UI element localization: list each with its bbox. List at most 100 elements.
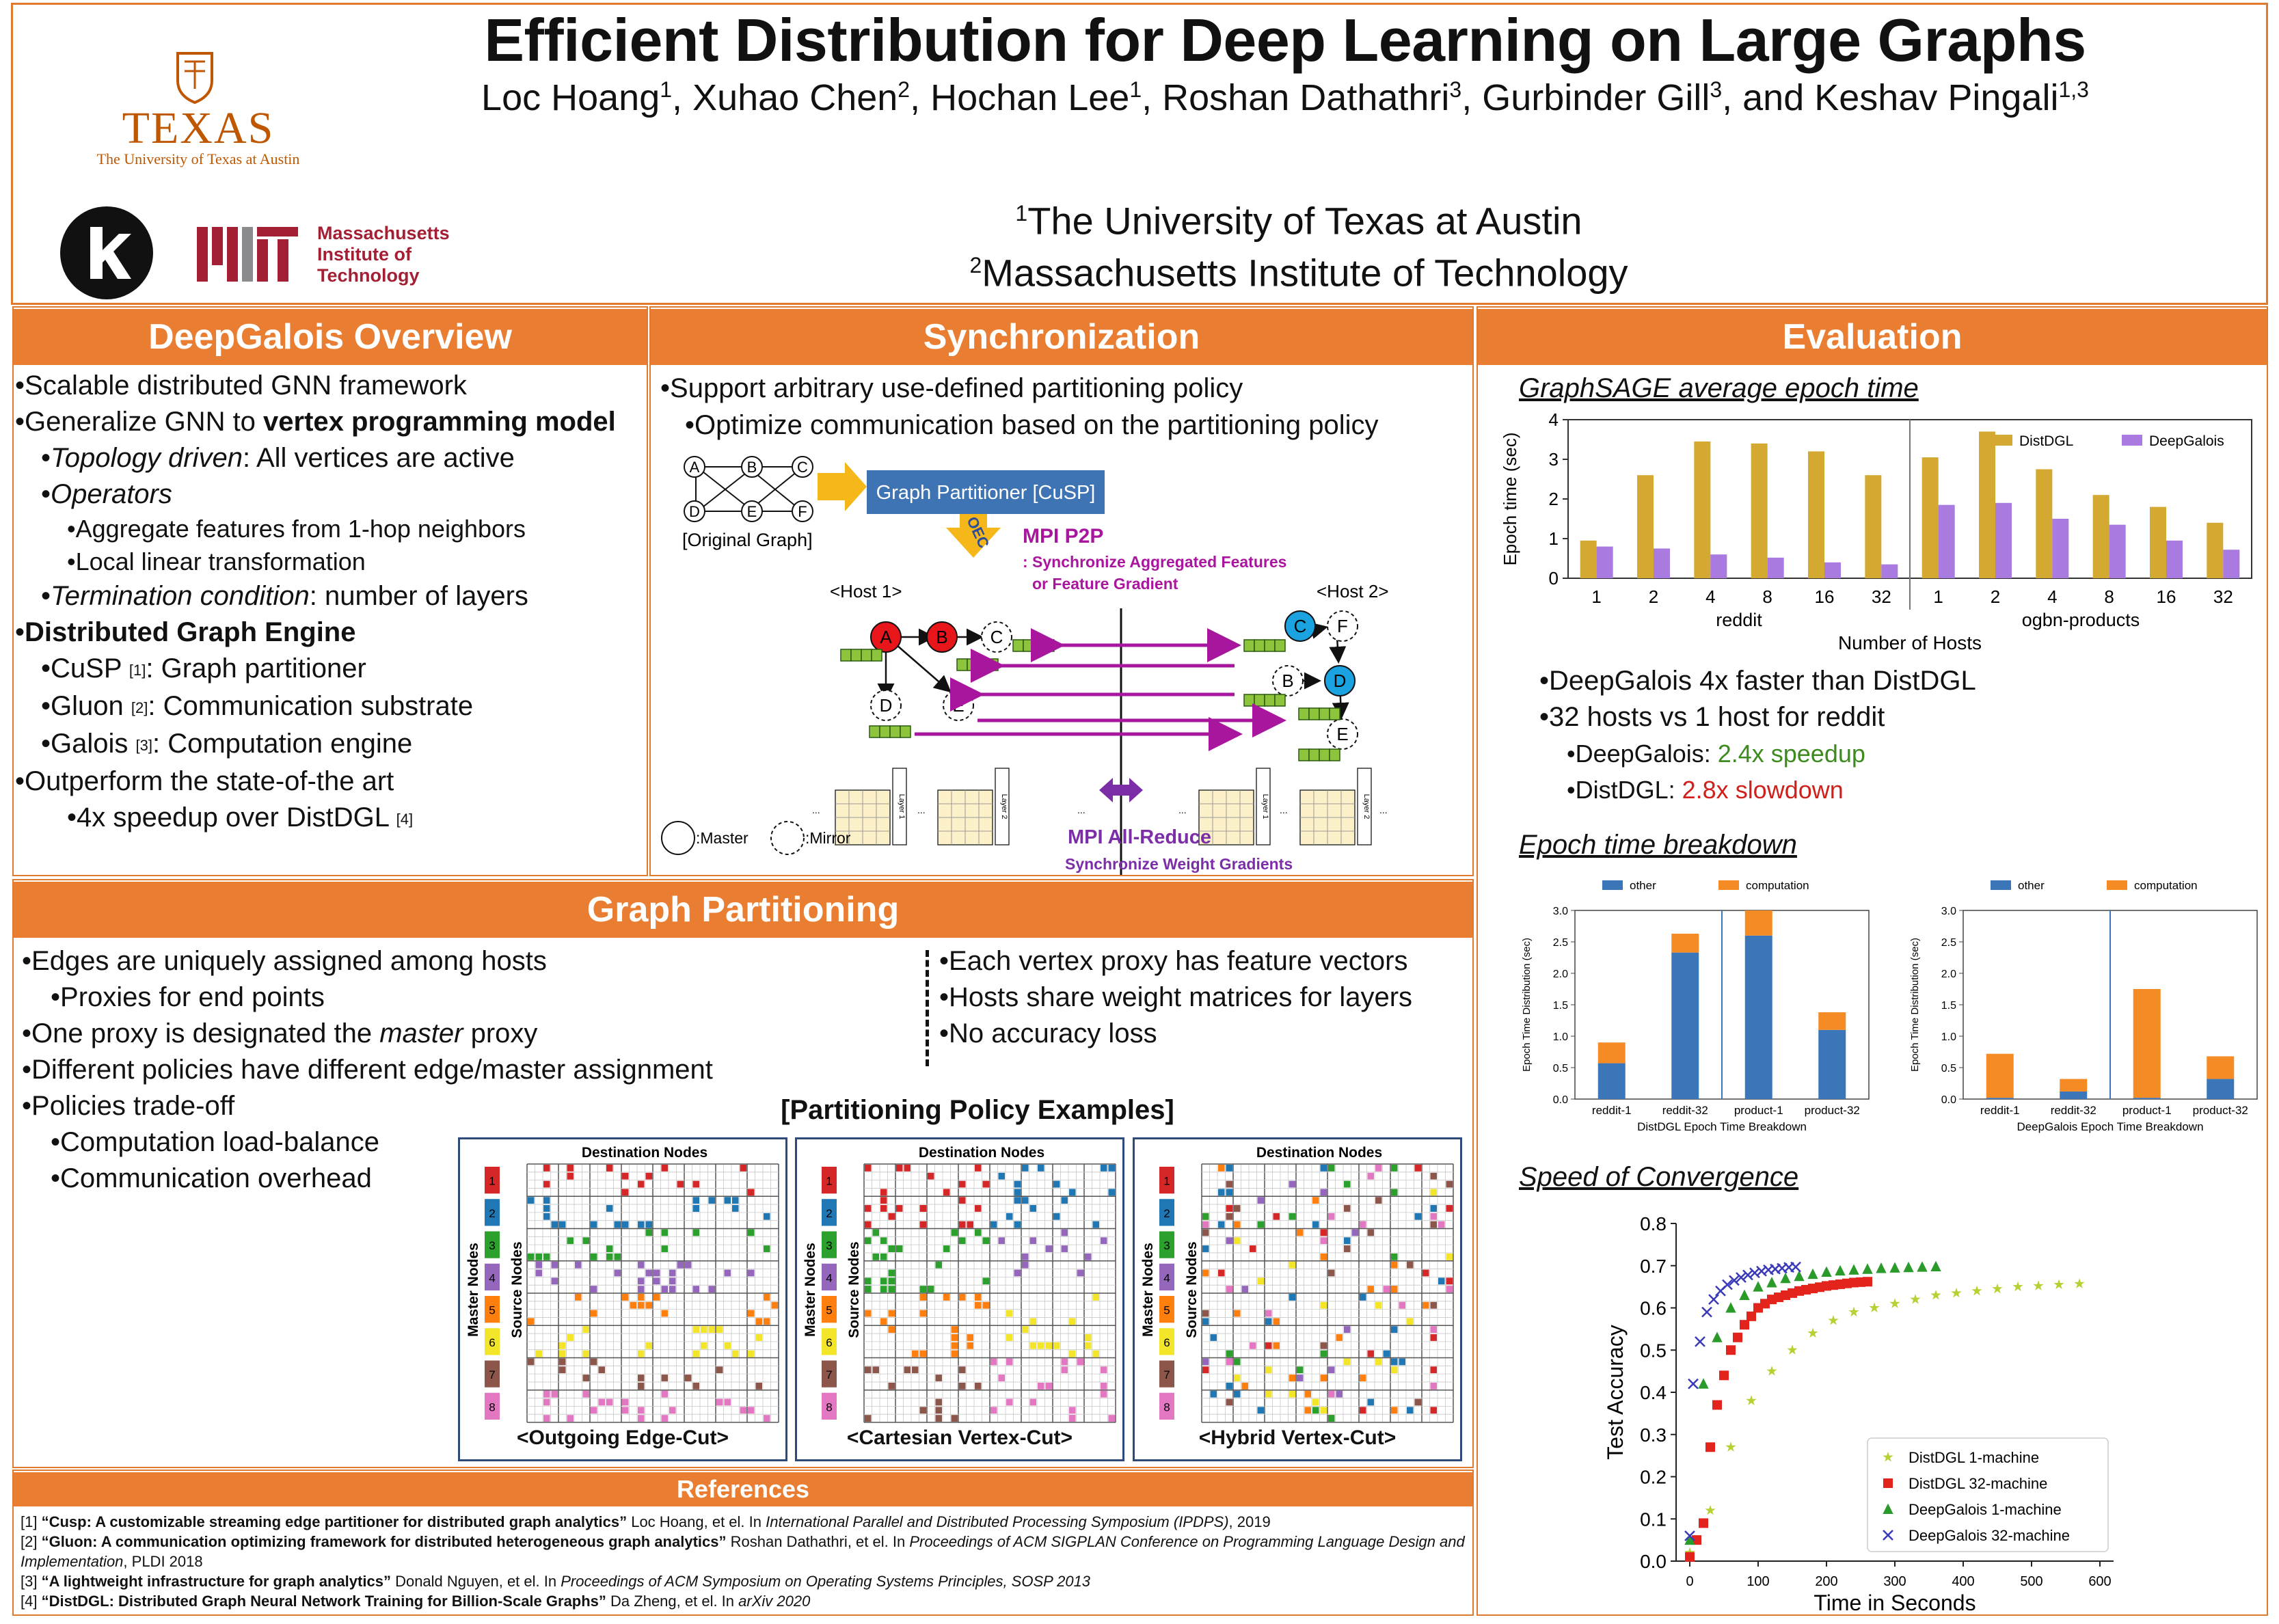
host-color-swatch [822, 1328, 837, 1355]
bar-deepgalois [1995, 502, 2012, 578]
reference-v: arXiv 2020 [738, 1593, 811, 1610]
host-color-swatch [1159, 1392, 1174, 1420]
bar-deepgalois [1824, 562, 1841, 578]
master-nodes-label: Master Nodes [1140, 1243, 1156, 1337]
host-color-swatch [485, 1263, 500, 1290]
bar-deepgalois [1767, 557, 1784, 578]
bar-computation [1744, 910, 1772, 936]
p2p-desc: or Feature Gradient [1032, 575, 1178, 593]
epoch-time-chart: 0 1 2 3 4 Epoch time (sec) 1 2 4 8 16 32 1 2 4 8 16 32 red… [1500, 409, 2252, 653]
y-tick-label: 0.6 [1640, 1298, 1667, 1319]
matrix-grid [1201, 1163, 1454, 1423]
author-affil-number: 1 [1129, 77, 1142, 102]
data-point [1688, 1378, 1699, 1390]
host-number: 6 [489, 1336, 495, 1349]
data-point [1807, 1268, 1818, 1280]
author-separator: , [672, 77, 693, 118]
data-point [1736, 1272, 1747, 1283]
policy-matrix: Destination Nodes Master Nodes Source Node… [803, 1145, 1116, 1423]
reference-list: [1] “Cusp: A customizable streaming edge… [21, 1512, 1465, 1611]
bar-computation [1671, 934, 1699, 953]
allreduce-desc: Synchronize Weight Gradients [1065, 855, 1293, 873]
bar-computation [2133, 989, 2161, 1098]
sync-bullet: •Support arbitrary use-defined partition… [660, 373, 1243, 403]
bar-distdgl [1921, 457, 1939, 578]
sync-bullet: •Optimize communication based on the par… [685, 410, 1379, 440]
author-name: Keshav Pingali [1814, 77, 2059, 118]
original-graph: A B C D E F [Original Graph] [682, 456, 813, 550]
x-tick-label: product-1 [1734, 1104, 1783, 1117]
node-label: E [1336, 724, 1348, 744]
y-tick-label: 0.0 [1640, 1551, 1667, 1572]
reference-y: , 2019 [1228, 1513, 1271, 1530]
y-tick-label: 0.5 [1941, 1063, 1956, 1074]
host-number: 7 [826, 1368, 832, 1381]
policy-matrix: Destination Nodes Master Nodes Source Node… [1140, 1145, 1454, 1423]
bar-deepgalois [2052, 519, 2069, 578]
x-tick-label: 1 [1933, 586, 1943, 607]
host1-label: <Host 1> [830, 581, 902, 601]
author-affil-number: 3 [1710, 77, 1723, 102]
data-point [1835, 1264, 1846, 1276]
data-point [1725, 1442, 1736, 1452]
ellipsis: ... [1178, 804, 1187, 815]
series-2 [1684, 1260, 1941, 1545]
x-tick-label: 400 [1952, 1574, 1974, 1589]
graphsage-subtitle: GraphSAGE average epoch time [1519, 373, 1919, 403]
data-point [1917, 1261, 1928, 1272]
bar-computation [1597, 1042, 1626, 1064]
host-number: 3 [826, 1239, 832, 1252]
bar-computation [1986, 1053, 2014, 1098]
author-affil-number: 1,3 [2058, 77, 2089, 102]
y-tick-label: 0 [1549, 568, 1559, 588]
series-3 [1684, 1261, 1801, 1541]
data-point [1790, 1261, 1801, 1273]
data-point [1719, 1370, 1729, 1381]
data-point [1722, 1279, 1733, 1290]
legend-label: DeepGalois 32-machine [1909, 1527, 2070, 1544]
partitioning-bullet: •Policies trade-off [22, 1091, 235, 1121]
bar-other [2133, 1098, 2161, 1099]
author: Gurbinder Gill3, and [1482, 77, 1814, 118]
author: Roshan Dathathri3, [1162, 77, 1482, 118]
original-graph-label: [Original Graph] [682, 530, 813, 550]
overview-bullet: •Outperform the state-of-the art [15, 766, 394, 796]
data-point [1692, 1535, 1701, 1545]
p2p-desc: : Synchronize Aggregated Features [1023, 553, 1286, 571]
author-list: Loc Hoang1, Xuhao Chen2, Hochan Lee1, Ro… [273, 77, 2279, 119]
mpi-allreduce-label: MPI All-Reduce [1068, 826, 1211, 848]
data-point [1698, 1378, 1709, 1389]
legend-marker [1883, 1478, 1893, 1488]
data-point [1708, 1294, 1719, 1305]
mit-name-line1: Massachusetts [317, 223, 450, 243]
master-legend: :Master [696, 829, 749, 847]
bar-distdgl [2036, 469, 2053, 578]
overview-bullet: •Scalable distributed GNN framework [15, 370, 467, 401]
node-label: B [1282, 671, 1293, 691]
node-label: C [797, 459, 808, 476]
bar-other [1818, 1029, 1846, 1099]
y-tick-label: 3.0 [1941, 906, 1956, 917]
host-number: 1 [1163, 1175, 1170, 1188]
host-number: 6 [1163, 1336, 1170, 1349]
data-point [1889, 1298, 1900, 1308]
legend-swatch [2107, 880, 2127, 890]
mpi-p2p-label: MPI P2P [1023, 525, 1103, 547]
host2-label: <Host 2> [1317, 581, 1389, 601]
node-label: F [798, 503, 807, 520]
y-axis-label: Epoch time (sec) [1500, 432, 1520, 565]
y-axis-label: Epoch Time Distribution (sec) [1521, 938, 1533, 1072]
y-tick-label: 1.5 [1941, 1000, 1956, 1012]
overview-bullet: •Galois [3]: Computation engine [41, 728, 413, 759]
ellipsis: ... [1077, 804, 1085, 815]
node-label: E [747, 503, 757, 520]
evaluation-claims: •DeepGalois 4x faster than DistDGL •32 h… [1539, 663, 1976, 808]
host-color-swatch [485, 1328, 500, 1355]
author-name: Hochan Lee [930, 77, 1130, 118]
affiliation: 1The University of Texas at Austin [786, 191, 1811, 243]
x-tick-label: 32 [1872, 586, 1891, 607]
legend-marker [1883, 1503, 1893, 1514]
series-1 [1685, 1277, 1872, 1562]
destination-label: Destination Nodes [1256, 1145, 1382, 1161]
data-point [1712, 1400, 1722, 1410]
